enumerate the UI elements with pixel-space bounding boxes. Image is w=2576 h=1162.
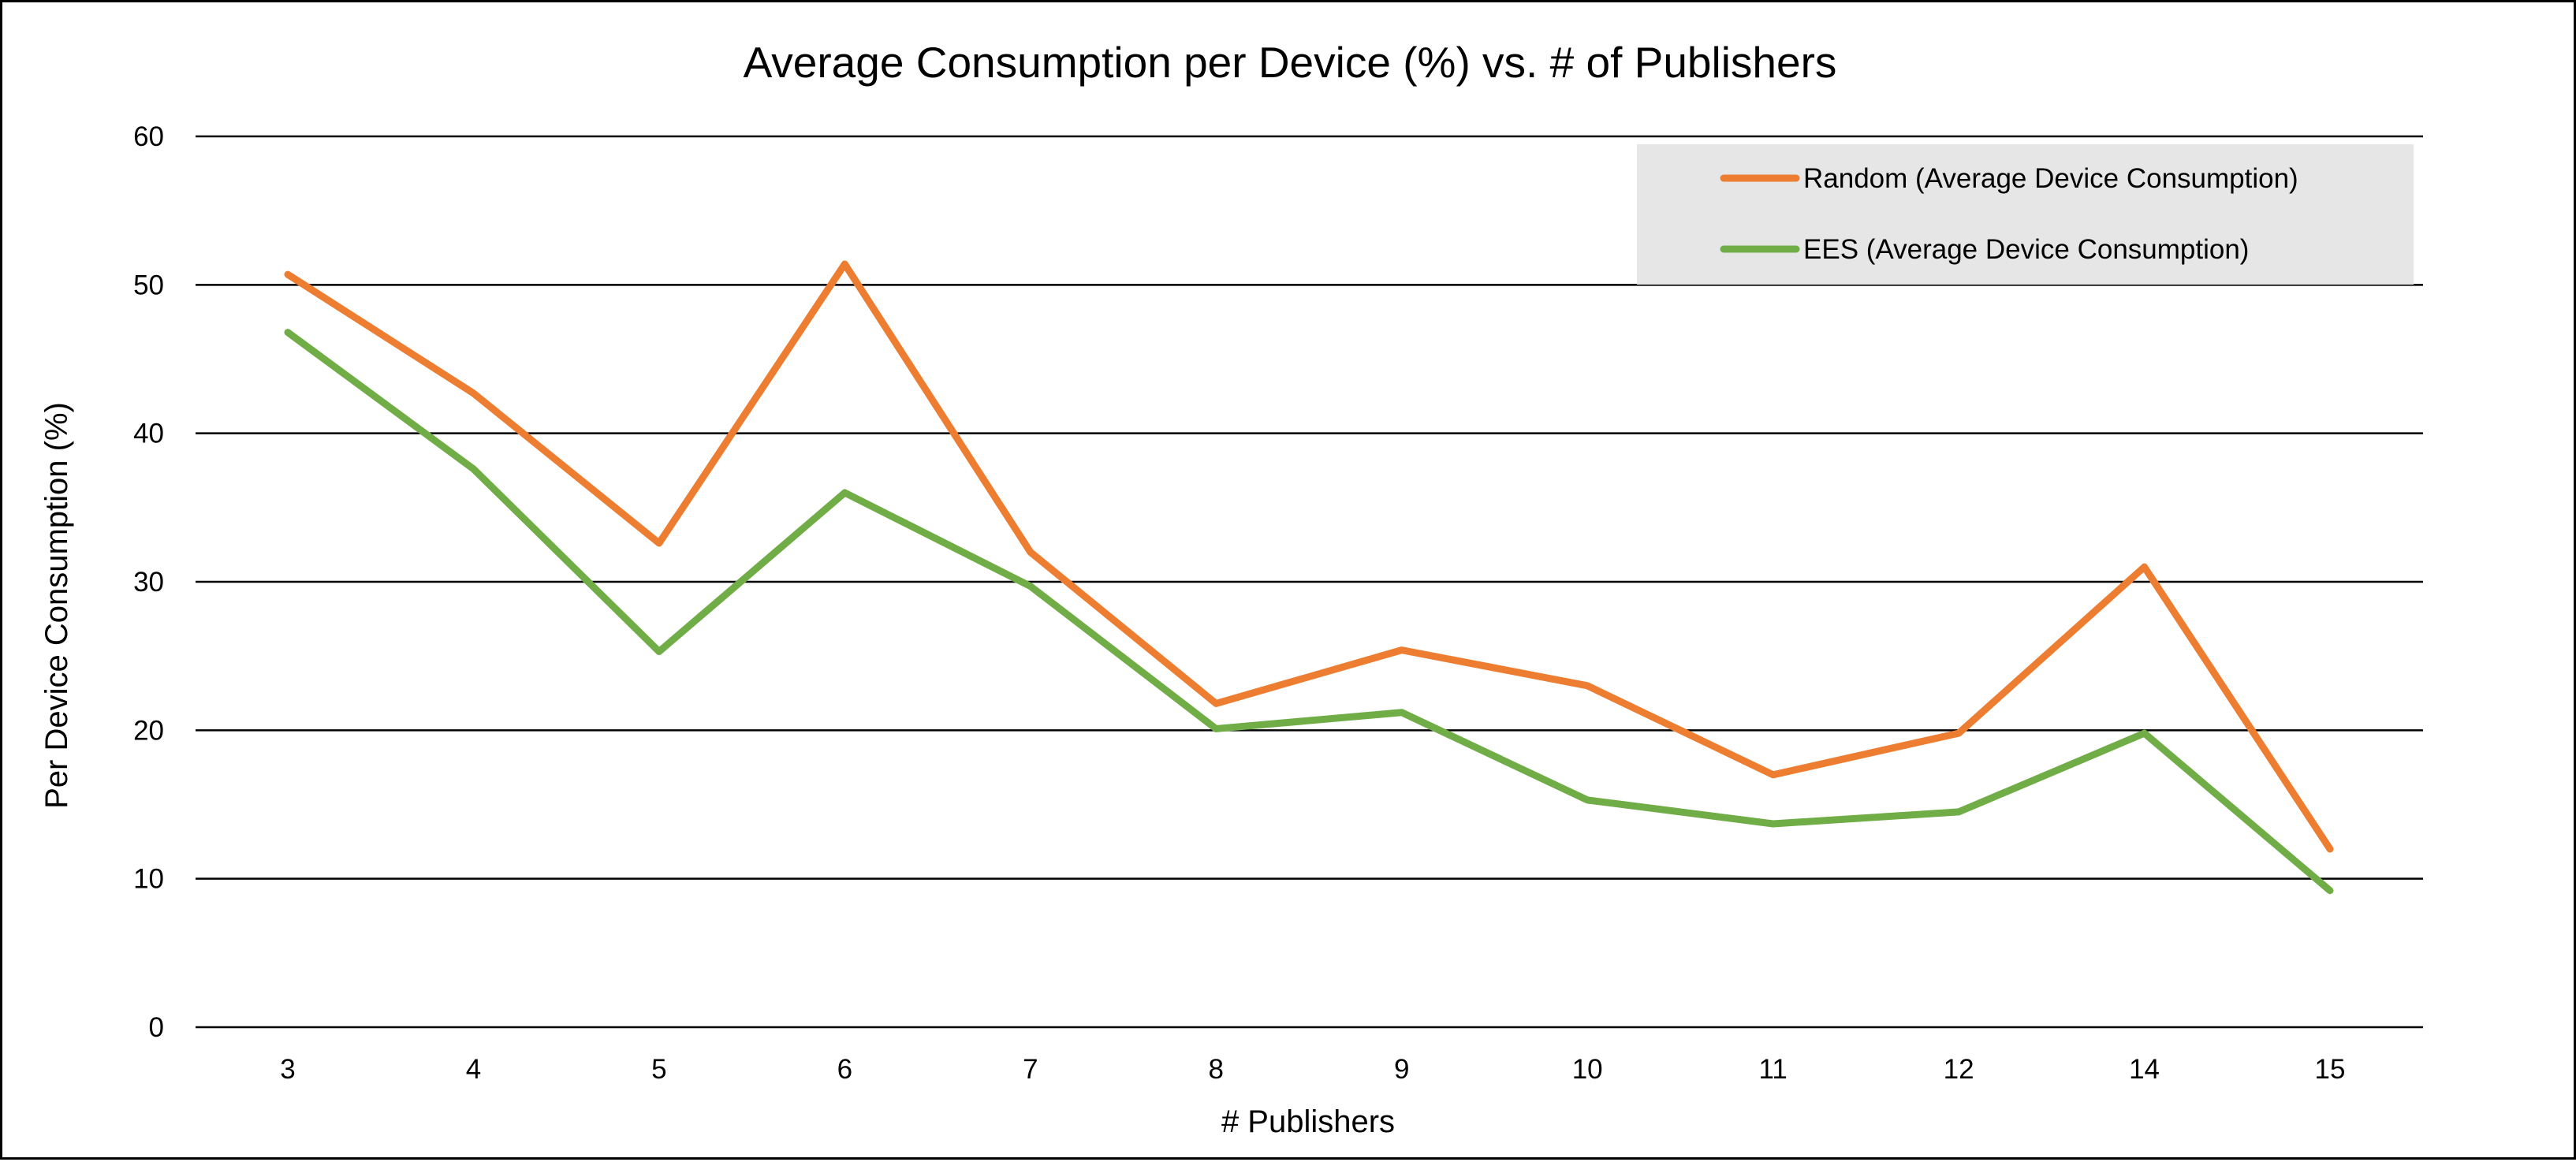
y-tick-label: 0 [149,1012,164,1043]
x-tick-label: 8 [1209,1054,1224,1085]
y-tick-label: 20 [133,715,164,746]
x-tick-label: 9 [1394,1054,1409,1085]
series-line-0 [284,260,2334,853]
x-tick-label: 6 [837,1054,852,1085]
y-axis-ticks: 0 10 20 30 40 50 60 [133,121,164,1043]
x-tick-label: 14 [2129,1054,2160,1085]
x-tick-label: 11 [1758,1054,1787,1085]
x-tick-label: 12 [1944,1054,1974,1085]
y-tick-label: 60 [133,121,164,152]
x-tick-label: 15 [2315,1054,2346,1085]
x-tick-label: 5 [651,1054,666,1085]
x-tick-label: 4 [466,1054,481,1085]
y-tick-label: 50 [133,270,164,300]
legend-entries: Random (Average Device Consumption) EES (… [1720,163,2298,265]
y-tick-label: 10 [133,864,164,895]
x-axis-label: # Publishers [1221,1104,1395,1139]
gridlines [196,135,2423,1029]
chart-title: Average Consumption per Device (%) vs. #… [744,38,1837,87]
legend [1637,144,2414,285]
y-axis-label: Per Device Consumption (%) [39,402,74,809]
y-tick-label: 40 [133,419,164,449]
legend-label-0: Random (Average Device Consumption) [1803,163,2298,194]
x-tick-label: 3 [280,1054,295,1085]
y-tick-label: 30 [133,567,164,598]
x-tick-label: 10 [1572,1054,1603,1085]
x-axis-ticks: 3 4 5 6 7 8 9 10 11 12 14 15 [280,1054,2345,1085]
x-tick-label: 7 [1023,1054,1038,1085]
legend-label-1: EES (Average Device Consumption) [1803,234,2249,265]
series-line-1 [284,329,2334,895]
series-lines [284,260,2334,895]
